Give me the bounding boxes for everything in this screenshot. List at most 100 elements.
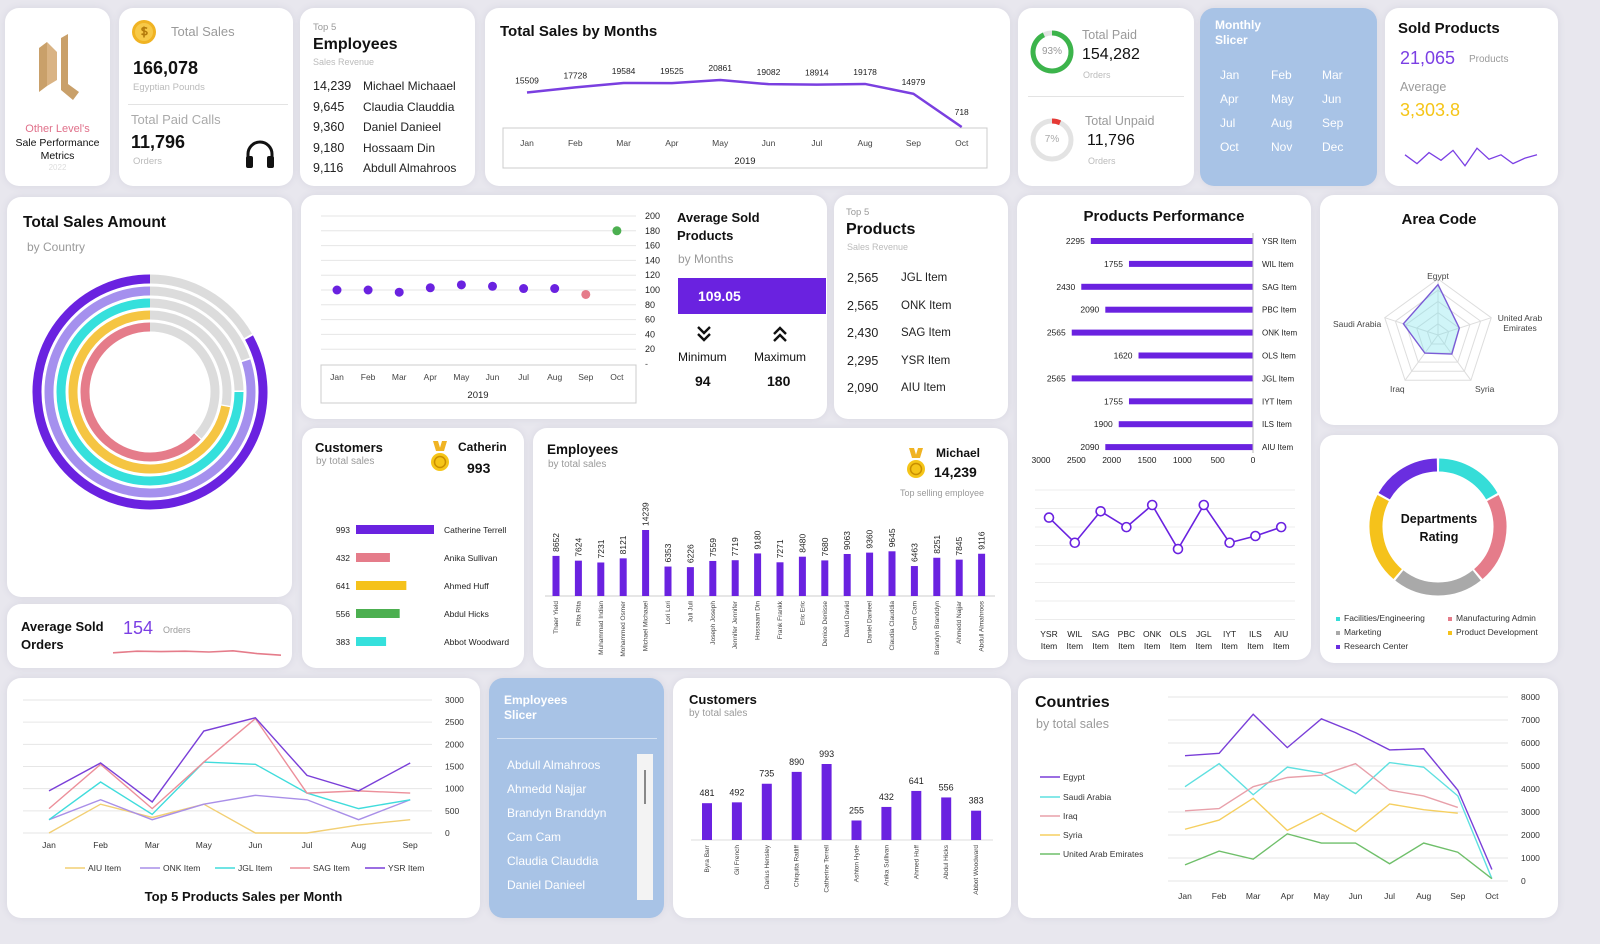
month-slicer-item[interactable]: Nov (1271, 140, 1293, 154)
radar-axis (1384, 317, 1439, 336)
x-tick-label: IYT (1223, 629, 1236, 639)
employee-slicer-item[interactable]: Daniel Danieel (507, 878, 586, 892)
data-label: 7559 (708, 538, 718, 557)
legend-label: Manufacturing Admin (1448, 613, 1536, 623)
data-label: 7231 (596, 539, 606, 558)
x-tick-label: Sep (906, 138, 921, 148)
data-label: 718 (955, 107, 969, 117)
sparkline (1404, 147, 1538, 167)
employee-slicer-item[interactable]: Claudia Clauddia (507, 854, 599, 868)
y-tick-label: 60 (645, 315, 655, 325)
data-point (488, 281, 497, 291)
scrollbar-thumb[interactable] (644, 770, 646, 804)
category-label: Brandyn Branddyn (934, 601, 941, 655)
x-tick-label: Sep (403, 840, 418, 850)
month-slicer-item[interactable]: Mar (1322, 68, 1343, 82)
chart-subtitle: by Country (27, 240, 86, 254)
bar (664, 566, 672, 596)
x-tick-label: Jan (520, 138, 534, 148)
x-tick-label: 500 (1211, 455, 1225, 465)
category-label: Claudia Clauddia (889, 601, 896, 651)
divider (128, 104, 288, 105)
bar (1105, 306, 1253, 313)
employee-slicer-item[interactable]: Brandyn Branddyn (507, 806, 607, 820)
radar-axis (1437, 317, 1492, 336)
category-label: Ahmed Huff (444, 581, 489, 591)
chart-subtitle: by total sales (548, 459, 607, 470)
x-tick-label: Item (1273, 641, 1290, 651)
month-slicer-item[interactable]: Aug (1271, 116, 1293, 130)
month-slicer-item[interactable]: Sep (1322, 116, 1344, 130)
x-axis-label: 2019 (467, 390, 488, 401)
sold-products-card: Sold Products 21,065 Products Average 3,… (1385, 8, 1558, 186)
month-slicer-item[interactable]: Oct (1220, 140, 1239, 154)
data-label: 2090 (1080, 305, 1099, 315)
category-label: PBC Item (1262, 306, 1297, 315)
category-label: Rita Rita (575, 601, 582, 626)
y-tick-label: 200 (645, 211, 660, 221)
employee-slicer-item[interactable]: Abdull Almahroos (507, 758, 601, 772)
x-tick-label: Apr (424, 372, 437, 382)
employee-slicer-item[interactable]: Ahmedd Najjar (507, 782, 587, 796)
sales-by-months-card: Total Sales by Months 15509 Jan 17728 Feb 19… (485, 8, 1010, 186)
x-tick-label: YSR (1040, 629, 1057, 639)
line-marker (1146, 499, 1158, 511)
category-label: Byra Barr (704, 844, 711, 872)
data-label: 2565 (1047, 373, 1066, 383)
bar (754, 553, 762, 596)
x-tick-label: Item (1221, 641, 1238, 651)
x-tick-label: Jun (486, 372, 500, 382)
products-per-month-chart: 3000 2500 2000 1500 1000 500 0 Jan Feb Mar May Jun J… (23, 695, 464, 873)
product-sales-value: 2,090 (847, 381, 879, 395)
month-slicer-item[interactable]: Feb (1271, 68, 1292, 82)
x-tick-label: Item (1041, 641, 1058, 651)
x-tick-label: Item (1196, 641, 1213, 651)
dashboard-title: Sale Performance (15, 137, 100, 149)
headphones-icon (246, 140, 274, 168)
x-tick-label: Sep (1450, 891, 1465, 901)
month-slicer-item[interactable]: May (1271, 92, 1294, 106)
y-tick-label: 5000 (1521, 761, 1540, 771)
month-slicer-item[interactable]: Dec (1322, 140, 1344, 154)
employee-slicer-item[interactable]: Cam Cam (507, 830, 562, 844)
bar (574, 560, 582, 596)
month-slicer-item[interactable]: Jan (1220, 68, 1240, 82)
month-slicer-item[interactable]: Jun (1322, 92, 1342, 106)
avg-orders-unit: Orders (163, 625, 191, 635)
x-tick-label: Item (1247, 641, 1264, 651)
legend-label: AIU Item (88, 863, 121, 873)
legend-label: United Arab Emirates (1063, 849, 1143, 859)
y-tick-label: 7000 (1521, 715, 1540, 725)
data-label: 432 (336, 553, 350, 563)
category-label: Joseph Joseph (710, 601, 717, 645)
bar (851, 820, 862, 840)
category-label: Jennifer Jennifer (732, 600, 739, 649)
category-label: ILS Item (1262, 420, 1292, 429)
series-line (48, 794, 411, 821)
radar-grid (1405, 300, 1471, 363)
series-line (1184, 761, 1493, 879)
category-label: Anika Sullivan (883, 845, 890, 886)
category-label: Darius Hensley (764, 844, 771, 889)
radar-axis (1404, 334, 1439, 381)
radar-label-syria: Syria (1475, 384, 1495, 394)
month-slicer-item[interactable]: Jul (1220, 116, 1236, 130)
month-slicer-item[interactable]: Apr (1220, 92, 1239, 106)
data-label: 7271 (775, 539, 785, 558)
total-sales-value: 166,078 (133, 58, 199, 78)
radar-grid (1426, 323, 1450, 345)
chart-subtitle: by total sales (1036, 717, 1109, 731)
chart-subtitle: by total sales (689, 708, 748, 719)
slicer-scrollbar[interactable] (637, 754, 653, 900)
data-label: 19584 (612, 66, 636, 76)
line-marker (1275, 521, 1287, 533)
data-label: 556 (336, 609, 350, 619)
avg-products-title: Average Sold (677, 210, 760, 225)
area-code-radar (1384, 278, 1492, 381)
line-marker (1043, 512, 1055, 523)
x-tick-label: Jan (1178, 891, 1192, 901)
customers-sales-card: Customers by total sales 481 Byra Barr 492… (673, 678, 1011, 918)
x-tick-label: 1000 (1173, 455, 1192, 465)
product-name: YSR Item (901, 354, 951, 367)
bar (1071, 329, 1253, 336)
